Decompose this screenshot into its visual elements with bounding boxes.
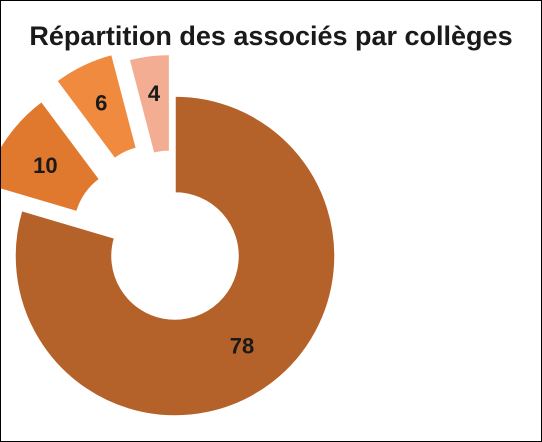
donut-slice-4 [128, 53, 171, 155]
slice-label-4: 4 [148, 81, 161, 106]
slice-label-78: 78 [230, 333, 254, 358]
donut-labels: 78 10 6 4 [33, 81, 254, 358]
donut-slices [1, 53, 336, 417]
donut-slice-10 [1, 100, 101, 213]
slice-label-6: 6 [95, 90, 107, 115]
slice-label-10: 10 [33, 153, 57, 178]
donut-slice-6 [55, 53, 138, 160]
chart-title: Répartition des associés par collèges [29, 21, 513, 51]
donut-slice-78 [14, 95, 336, 417]
